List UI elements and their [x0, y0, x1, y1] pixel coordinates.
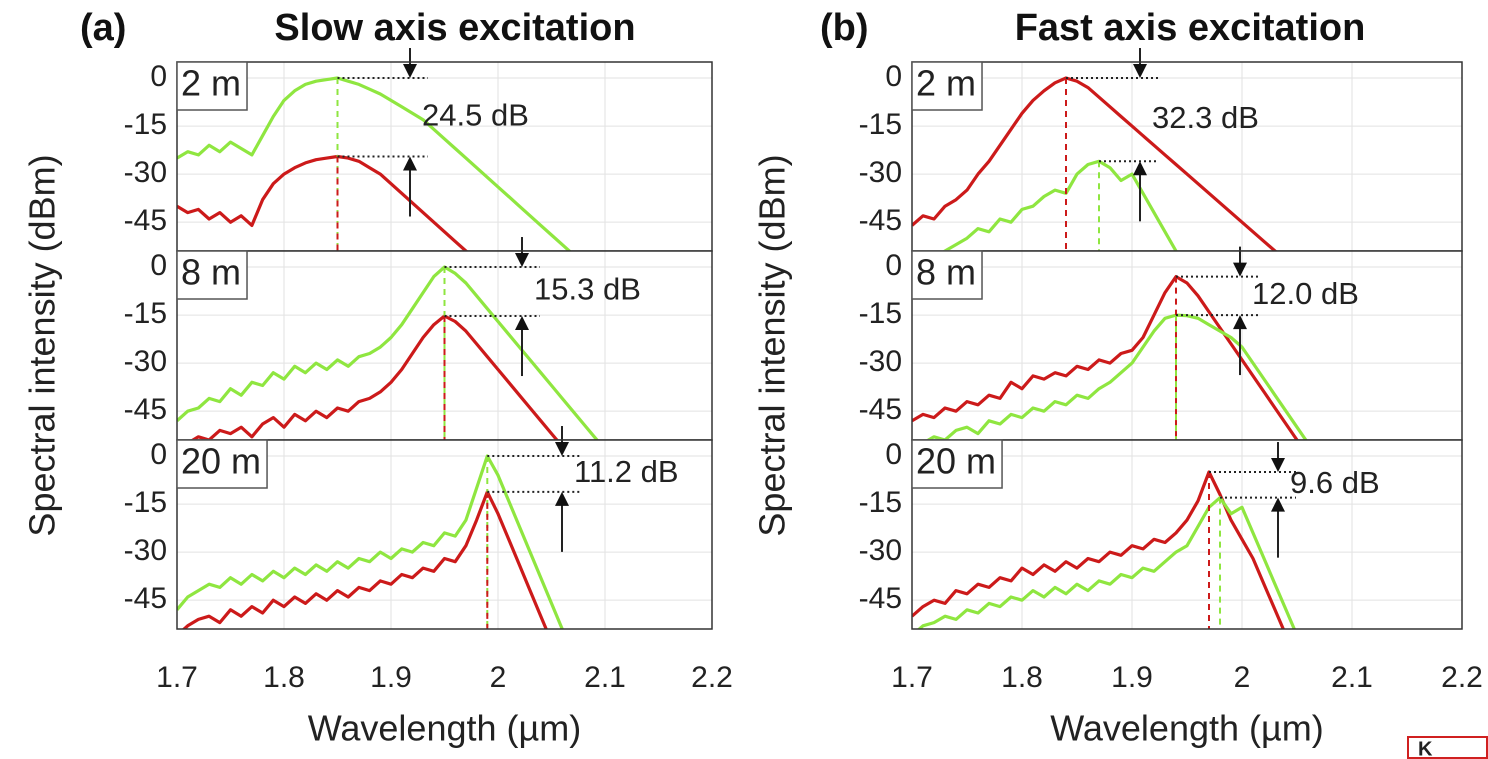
x-tick-label: 2	[490, 661, 507, 694]
x-axis-label: Wavelength (µm)	[308, 708, 581, 749]
spectrum-line	[912, 76, 1278, 251]
y-tick-label: 0	[150, 438, 167, 471]
arrow-head	[403, 64, 417, 79]
x-tick-label: 2.2	[1441, 661, 1483, 694]
x-tick-label: 2.1	[584, 661, 626, 694]
panel-label: (b)	[820, 7, 869, 49]
x-tick-label: 2	[1234, 661, 1251, 694]
spectrum-line	[177, 76, 572, 251]
frame	[176, 439, 713, 630]
y-tick-label: -45	[859, 393, 902, 426]
x-tick-label: 2.1	[1331, 661, 1373, 694]
spectrum-line	[941, 159, 1178, 251]
y-tick-label: 0	[150, 60, 167, 93]
plot-area	[912, 440, 1462, 629]
spectrum-line	[916, 496, 1296, 629]
y-tick-label: -15	[859, 486, 902, 519]
y-tick-label: -30	[859, 534, 902, 567]
y-tick-label: 0	[885, 60, 902, 93]
x-tick-label: 1.9	[370, 661, 412, 694]
y-tick-label: -30	[124, 534, 167, 567]
subplot-label-box	[176, 250, 248, 300]
x-tick-label: 1.9	[1111, 661, 1153, 694]
y-tick-label: 0	[885, 438, 902, 471]
arrow-head	[1133, 161, 1147, 176]
subplot-label-box	[176, 439, 268, 489]
x-tick-label: 1.8	[263, 661, 305, 694]
arrow-head	[515, 253, 529, 268]
series-group	[912, 275, 1308, 440]
arrow-head	[555, 491, 569, 506]
subplot-label: 20 m	[181, 441, 261, 482]
panel-title: Slow axis excitation	[274, 7, 635, 49]
corner-badge: K	[1418, 738, 1433, 759]
arrow-head	[515, 316, 529, 331]
y-tick-label: -30	[859, 345, 902, 378]
spectrum-line	[177, 154, 469, 251]
y-tick-label: -30	[859, 156, 902, 189]
y-axis-label: Spectral intensity (dBm)	[22, 154, 63, 536]
x-tick-label: 1.7	[156, 661, 198, 694]
y-tick-label: -30	[124, 345, 167, 378]
y-axis-label: Spectral intensity (dBm)	[752, 154, 793, 536]
frame	[911, 439, 1463, 630]
annotation: 11.2 dB	[574, 454, 679, 489]
annotation: 9.6 dB	[1290, 465, 1380, 500]
y-tick-label: -45	[124, 582, 167, 615]
y-tick-label: -15	[859, 297, 902, 330]
panel-label: (a)	[80, 7, 126, 49]
spectrum-line	[925, 313, 1308, 440]
spectrum-line	[912, 470, 1285, 629]
series-group	[177, 76, 572, 251]
y-tick-label: 0	[885, 249, 902, 282]
subplot-label: 20 m	[916, 441, 996, 482]
subplot-label: 8 m	[181, 252, 241, 293]
annotation: 15.3 dB	[534, 272, 641, 307]
spectrum-line	[177, 454, 564, 629]
y-tick-label: -15	[124, 297, 167, 330]
arrow-head	[1133, 64, 1147, 79]
series-group	[912, 76, 1278, 251]
spectrum-line	[177, 265, 600, 440]
x-axis-label: Wavelength (µm)	[1050, 708, 1323, 749]
annotation: 12.0 dB	[1252, 276, 1359, 311]
series-group	[912, 470, 1296, 629]
subplot-label-box	[911, 61, 983, 111]
series-group	[177, 265, 600, 440]
x-tick-label: 1.8	[1001, 661, 1043, 694]
y-tick-label: -45	[859, 204, 902, 237]
annotation: 32.3 dB	[1152, 100, 1259, 135]
y-tick-label: -45	[124, 393, 167, 426]
arrow-head	[555, 442, 569, 457]
subplot-label-box	[911, 439, 1003, 489]
y-tick-label: -30	[124, 156, 167, 189]
y-tick-label: -45	[124, 204, 167, 237]
y-tick-label: 0	[150, 249, 167, 282]
plot-area	[177, 62, 712, 251]
arrow-head	[403, 156, 417, 171]
subplot-label: 2 m	[916, 63, 976, 104]
spectrum-line	[912, 275, 1299, 440]
panel-title: Fast axis excitation	[1015, 7, 1366, 49]
y-tick-label: -15	[859, 108, 902, 141]
arrow-head	[1271, 458, 1285, 473]
y-tick-label: -15	[124, 108, 167, 141]
annotation: 24.5 dB	[422, 97, 529, 132]
y-tick-label: -15	[124, 486, 167, 519]
corner-badge-box	[1407, 736, 1488, 759]
spectrum-line	[189, 314, 559, 440]
arrow-head	[1233, 315, 1247, 330]
x-tick-label: 1.7	[891, 661, 933, 694]
x-tick-label: 2.2	[691, 661, 733, 694]
subplot-label-box	[911, 250, 983, 300]
series-group	[177, 454, 564, 629]
y-tick-label: -45	[859, 582, 902, 615]
arrow-head	[1271, 497, 1285, 512]
subplot-label: 2 m	[181, 63, 241, 104]
spectrum-line	[181, 490, 548, 629]
subplot-label: 8 m	[916, 252, 976, 293]
subplot-label-box	[176, 61, 248, 111]
arrow-head	[1233, 262, 1247, 277]
